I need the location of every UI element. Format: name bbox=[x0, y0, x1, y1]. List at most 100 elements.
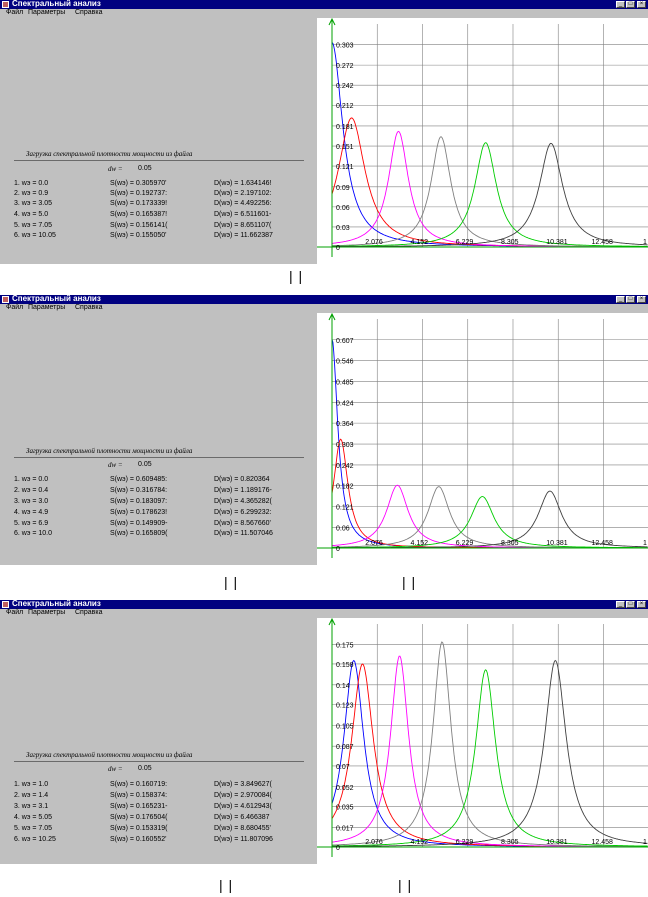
spectrum-plot: 0.607 0.546 0.485 0.424 0.364 0.303 0.242 0.182… bbox=[317, 313, 648, 565]
close-button[interactable]: × bbox=[637, 296, 646, 303]
dw-value: 0.05 bbox=[138, 461, 152, 468]
y-tick-label: 0.105 bbox=[336, 723, 354, 730]
separator-marks: | | bbox=[289, 268, 304, 284]
x-tick-label: 6.229 bbox=[456, 540, 474, 547]
minimize-button[interactable]: _ bbox=[616, 296, 625, 303]
menu-file[interactable]: Файл bbox=[6, 609, 24, 616]
x-tick-label: 2.076 bbox=[365, 540, 383, 547]
list-item: 5. wэ = 7.05 S(wэ) = 0.156141(D(wэ) = 8.6… bbox=[14, 221, 316, 230]
menu-file[interactable]: Файл bbox=[6, 304, 24, 311]
dw-label: dw = bbox=[108, 765, 123, 773]
menu-help[interactable]: Справка bbox=[75, 9, 103, 16]
menu-help[interactable]: Справка bbox=[75, 304, 103, 311]
y-tick-label: 0.175 bbox=[336, 642, 354, 649]
spectrum-curve-2 bbox=[331, 117, 648, 248]
d-value: D(wэ) = 11.507046 bbox=[214, 530, 273, 537]
y-tick-label: 0.09 bbox=[336, 185, 350, 192]
d-value: D(wэ) = 8.567660' bbox=[214, 520, 271, 527]
minimize-button[interactable]: _ bbox=[616, 1, 625, 8]
d-value: D(wэ) = 3.849627( bbox=[214, 781, 272, 788]
spectrum-curve-1 bbox=[331, 338, 648, 549]
maximize-button[interactable]: □ bbox=[626, 601, 635, 608]
list-item: 6. wэ = 10.25 S(wэ) = 0.160552' D(wэ) = 11… bbox=[14, 835, 316, 844]
y-tick-label: 0.087 bbox=[336, 744, 354, 751]
menu-parameters[interactable]: Параметры bbox=[28, 304, 66, 311]
spectrum-curve-4 bbox=[332, 486, 648, 549]
y-tick-label: 0.151 bbox=[336, 144, 354, 151]
app-icon bbox=[2, 296, 9, 303]
list-item: 2. wэ = 0.9 S(wэ) = 0.192737: D(wэ) = 2.19… bbox=[14, 189, 316, 198]
w-value: 1. wэ = 0.0 bbox=[14, 180, 49, 187]
w-value: 4. wэ = 5.05 bbox=[14, 814, 53, 821]
w-value: 3. wэ = 3.05 bbox=[14, 200, 53, 207]
dw-label: dw = bbox=[108, 461, 123, 469]
spectrum-curve-5 bbox=[332, 142, 648, 247]
list-item: 3. wэ = 3.0 S(wэ) = 0.183097: D(wэ) = 4.36… bbox=[14, 497, 316, 506]
list-item: 6. wэ = 10.0 S(wэ) = 0.165809( D(wэ) = 11.… bbox=[14, 529, 316, 538]
y-tick-label: 0.212 bbox=[336, 103, 354, 110]
window-title: Спектральный анализ bbox=[12, 0, 101, 8]
minimize-button[interactable]: _ bbox=[616, 601, 625, 608]
y-tick-label: 0 bbox=[336, 546, 340, 553]
spectrum-curve-4 bbox=[332, 136, 648, 248]
list-item: 2. wэ = 0.4 S(wэ) = 0.316784: D(wэ) = 1.18… bbox=[14, 486, 316, 495]
spectrum-plot: 0.175 0.158 0.14 0.123 0.105 0.087 0.07 0.052 0.… bbox=[317, 618, 648, 864]
y-tick-label: 0.06 bbox=[336, 205, 350, 212]
w-value: 5. wэ = 6.9 bbox=[14, 520, 49, 527]
app-icon bbox=[2, 1, 9, 8]
separator-marks: | | bbox=[402, 574, 417, 590]
w-value: 3. wэ = 3.1 bbox=[14, 803, 49, 810]
menu-file[interactable]: Файл bbox=[6, 9, 24, 16]
load-heading: Загрузка спектральной плотности мощности… bbox=[26, 447, 193, 455]
y-axis-arrow bbox=[328, 313, 336, 321]
load-heading: Загрузка спектральной плотности мощности… bbox=[26, 150, 193, 158]
spectrum-chart: 0.175 0.158 0.14 0.123 0.105 0.087 0.07 0.052 0.… bbox=[317, 618, 648, 857]
x-tick-label: 8.305 bbox=[501, 540, 519, 547]
y-tick-label: 0 bbox=[336, 845, 340, 852]
w-value: 2. wэ = 1.4 bbox=[14, 792, 49, 799]
x-tick-label: 1 bbox=[643, 239, 647, 246]
x-tick-label: 6.229 bbox=[456, 239, 474, 246]
d-value: D(wэ) = 11.662387 bbox=[214, 232, 273, 239]
x-tick-label: 4.152 bbox=[410, 239, 428, 246]
y-tick-label: 0.14 bbox=[336, 683, 350, 690]
y-tick-label: 0.303 bbox=[336, 442, 354, 449]
y-axis-arrow bbox=[328, 618, 336, 626]
close-button[interactable]: × bbox=[637, 601, 646, 608]
close-button[interactable]: × bbox=[637, 1, 646, 8]
y-tick-label: 0.035 bbox=[336, 804, 354, 811]
x-tick-label: 2.076 bbox=[365, 239, 383, 246]
menu-help[interactable]: Справка bbox=[75, 609, 103, 616]
y-tick-label: 0.06 bbox=[336, 525, 350, 532]
w-value: 6. wэ = 10.25 bbox=[14, 836, 56, 843]
maximize-button[interactable]: □ bbox=[626, 296, 635, 303]
separator-marks: | | bbox=[398, 877, 413, 893]
menu-parameters[interactable]: Параметры bbox=[28, 609, 66, 616]
list-item: 3. wэ = 3.1 S(wэ) = 0.165231- D(wэ) = 4.61… bbox=[14, 802, 316, 811]
title-bar: Спектральный анализ _ □ × bbox=[0, 0, 648, 9]
w-value: 6. wэ = 10.0 bbox=[14, 530, 53, 537]
y-tick-label: 0.607 bbox=[336, 338, 354, 345]
x-tick-label: 4.152 bbox=[410, 839, 428, 846]
spectrum-curve-6 bbox=[332, 659, 648, 847]
x-tick-label: 8.305 bbox=[501, 239, 519, 246]
spectrum-plot: 0.303 0.272 0.242 0.212 0.181 0.151 0.121 0.09 0… bbox=[317, 18, 648, 264]
d-value: D(wэ) = 2.970084( bbox=[214, 792, 272, 799]
x-tick-label: 1 bbox=[643, 839, 647, 846]
maximize-button[interactable]: □ bbox=[626, 1, 635, 8]
y-tick-label: 0.121 bbox=[336, 504, 354, 511]
menu-parameters[interactable]: Параметры bbox=[28, 9, 66, 16]
menu-bar: Файл Параметры Справка bbox=[0, 304, 648, 313]
spectrum-chart: 0.607 0.546 0.485 0.424 0.364 0.303 0.242 0.182… bbox=[317, 313, 648, 558]
w-value: 4. wэ = 4.9 bbox=[14, 509, 49, 516]
divider bbox=[14, 761, 304, 762]
s-value: S(wэ) = 0.165809( bbox=[110, 530, 168, 537]
window-panel-3: Спектральный анализ _ □ × Файл Параметры… bbox=[0, 599, 648, 864]
s-value: S(wэ) = 0.183097: bbox=[110, 498, 168, 505]
menu-bar: Файл Параметры Справка bbox=[0, 609, 648, 618]
y-tick-label: 0.364 bbox=[336, 421, 354, 428]
x-tick-label: 12.458 bbox=[591, 540, 613, 547]
dw-label: dw = bbox=[108, 165, 123, 173]
y-tick-label: 0.181 bbox=[336, 124, 354, 131]
s-value: S(wэ) = 0.178623! bbox=[110, 509, 168, 516]
